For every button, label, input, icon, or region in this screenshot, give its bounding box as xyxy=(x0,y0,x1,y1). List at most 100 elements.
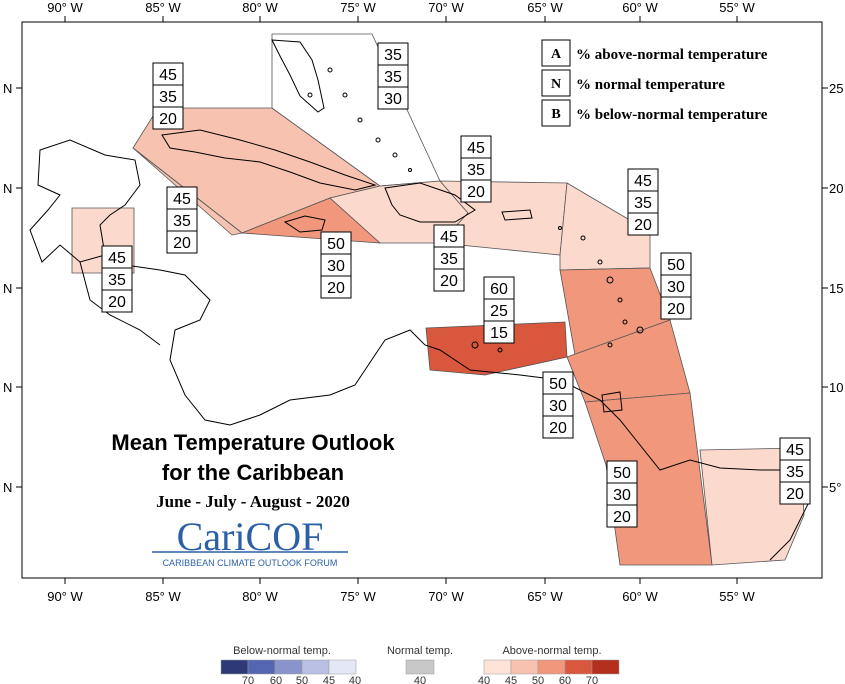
prob-above: 45 xyxy=(467,140,485,157)
lon-label-90-top: 90° W xyxy=(47,0,83,15)
prob-box-trinidad-tobago: 50 30 20 xyxy=(542,371,574,439)
caricof-subtitle: CARIBBEAN CLIMATE OUTLOOK FORUM xyxy=(163,558,338,568)
title-block: Mean Temperature Outlook for the Caribbe… xyxy=(111,430,395,568)
probability-key: A N B % above-normal temperature % norma… xyxy=(541,39,768,127)
prob-above: 50 xyxy=(327,236,345,253)
prob-above: 45 xyxy=(108,250,126,267)
prob-normal: 35 xyxy=(108,272,126,289)
prob-box-cayman: 45 35 20 xyxy=(166,186,198,254)
cb-above-swatch-2 xyxy=(537,659,566,675)
key-letter-n: N xyxy=(551,77,561,92)
key-text-below: % below-normal temperature xyxy=(576,107,768,123)
prob-normal: 35 xyxy=(634,195,652,212)
prob-box-yucatan-belize: 45 35 20 xyxy=(101,245,133,313)
cb-above-tick-2: 50 xyxy=(532,675,544,684)
key-letter-a: A xyxy=(551,47,562,62)
prob-above: 50 xyxy=(613,465,631,482)
prob-below: 20 xyxy=(440,273,458,290)
prob-below: 20 xyxy=(786,486,804,503)
key-text-normal: % normal temperature xyxy=(576,77,725,93)
key-letter-b: B xyxy=(551,107,560,122)
colorbar-below-swatches xyxy=(220,659,357,675)
lat-label-left-20: N xyxy=(3,181,12,196)
lat-label-right-5: 5° xyxy=(829,480,841,495)
prob-below: 20 xyxy=(549,420,567,437)
lat-label-right-20: 20 xyxy=(829,181,843,196)
prob-above: 60 xyxy=(490,281,508,298)
lon-label-60-top: 60° W xyxy=(622,0,658,15)
lon-label-65-top: 65° W xyxy=(527,0,563,15)
prob-normal: 30 xyxy=(667,279,685,296)
cb-above-swatch-1 xyxy=(510,659,539,675)
prob-above: 45 xyxy=(786,442,804,459)
prob-normal: 30 xyxy=(549,398,567,415)
key-text-above: % above-normal temperature xyxy=(576,47,768,63)
prob-below: 20 xyxy=(108,294,126,311)
prob-box-hispaniola: 45 35 20 xyxy=(433,224,465,292)
prob-below: 30 xyxy=(384,91,402,108)
prob-box-leewards-windwards: 50 30 20 xyxy=(660,252,692,320)
cb-below-swatch-0 xyxy=(220,659,249,675)
lon-labels-top: 90° W 85° W 80° W 75° W 70° W 65° W 60° … xyxy=(47,0,755,15)
prob-below: 20 xyxy=(173,235,191,252)
prob-box-bahamas: 35 35 30 xyxy=(377,42,409,110)
prob-box-jamaica: 50 30 20 xyxy=(320,231,352,299)
prob-above: 45 xyxy=(440,229,458,246)
lon-label-70-bottom: 70° W xyxy=(428,589,464,604)
prob-box-guyana: 50 30 20 xyxy=(606,460,638,528)
cb-above-tick-4: 70 xyxy=(586,675,598,684)
cb-below-tick-2: 50 xyxy=(296,675,308,684)
cb-above-tick-1: 45 xyxy=(505,675,517,684)
lon-labels-bottom: 90° W 85° W 80° W 75° W 70° W 65° W 60° … xyxy=(47,589,755,604)
prob-below: 20 xyxy=(613,509,631,526)
lat-label-right-15: 15 xyxy=(829,281,843,296)
prob-below: 20 xyxy=(467,184,485,201)
prob-normal: 30 xyxy=(613,487,631,504)
cb-below-tick-1: 60 xyxy=(270,675,282,684)
lon-label-85-top: 85° W xyxy=(145,0,181,15)
prob-normal: 35 xyxy=(440,251,458,268)
prob-below: 20 xyxy=(159,111,177,128)
prob-box-cuba: 45 35 20 xyxy=(152,62,184,130)
prob-above: 45 xyxy=(634,173,652,190)
cb-below-tick-3: 45 xyxy=(323,675,335,684)
prob-below: 15 xyxy=(490,325,508,342)
prob-normal: 30 xyxy=(327,258,345,275)
cb-below-tick-0: 70 xyxy=(242,675,254,684)
prob-normal: 35 xyxy=(384,69,402,86)
lon-label-70-top: 70° W xyxy=(428,0,464,15)
lon-label-55-top: 55° W xyxy=(719,0,755,15)
lat-label-right-25: 25 xyxy=(829,81,843,96)
prob-below: 20 xyxy=(634,217,652,234)
colorbar: Below-normal temp. Normal temp. Above-no… xyxy=(220,645,620,684)
lat-label-left-10: N xyxy=(3,380,12,395)
cb-above-swatch-4 xyxy=(591,659,620,675)
cb-below-swatch-1 xyxy=(247,659,276,675)
zone-abc-islands xyxy=(425,321,568,376)
lon-label-75-bottom: 75° W xyxy=(340,589,376,604)
colorbar-below-title: Below-normal temp. xyxy=(233,645,331,657)
lon-label-80-bottom: 80° W xyxy=(242,589,278,604)
cb-above-tick-0: 40 xyxy=(478,675,490,684)
prob-above: 50 xyxy=(549,376,567,393)
cb-above-tick-3: 60 xyxy=(559,675,571,684)
title-line-2: for the Caribbean xyxy=(162,460,344,485)
prob-normal: 35 xyxy=(159,89,177,106)
prob-below: 20 xyxy=(667,301,685,318)
cb-below-swatch-3 xyxy=(301,659,330,675)
prob-normal: 35 xyxy=(173,213,191,230)
prob-box-puerto-rico: 45 35 20 xyxy=(460,135,492,203)
prob-above: 45 xyxy=(159,67,177,84)
lat-labels-left: N N N N N xyxy=(3,81,12,495)
colorbar-above-title: Above-normal temp. xyxy=(502,645,601,657)
lon-label-55-bottom: 55° W xyxy=(719,589,755,604)
prob-normal: 35 xyxy=(786,464,804,481)
colorbar-normal-title: Normal temp. xyxy=(387,645,453,657)
lon-label-65-bottom: 65° W xyxy=(527,589,563,604)
lat-label-left-5: N xyxy=(3,480,12,495)
prob-normal: 35 xyxy=(467,162,485,179)
cb-above-swatch-0 xyxy=(483,659,512,675)
lon-label-75-top: 75° W xyxy=(340,0,376,15)
prob-box-northern-leewards: 45 35 20 xyxy=(627,168,659,236)
